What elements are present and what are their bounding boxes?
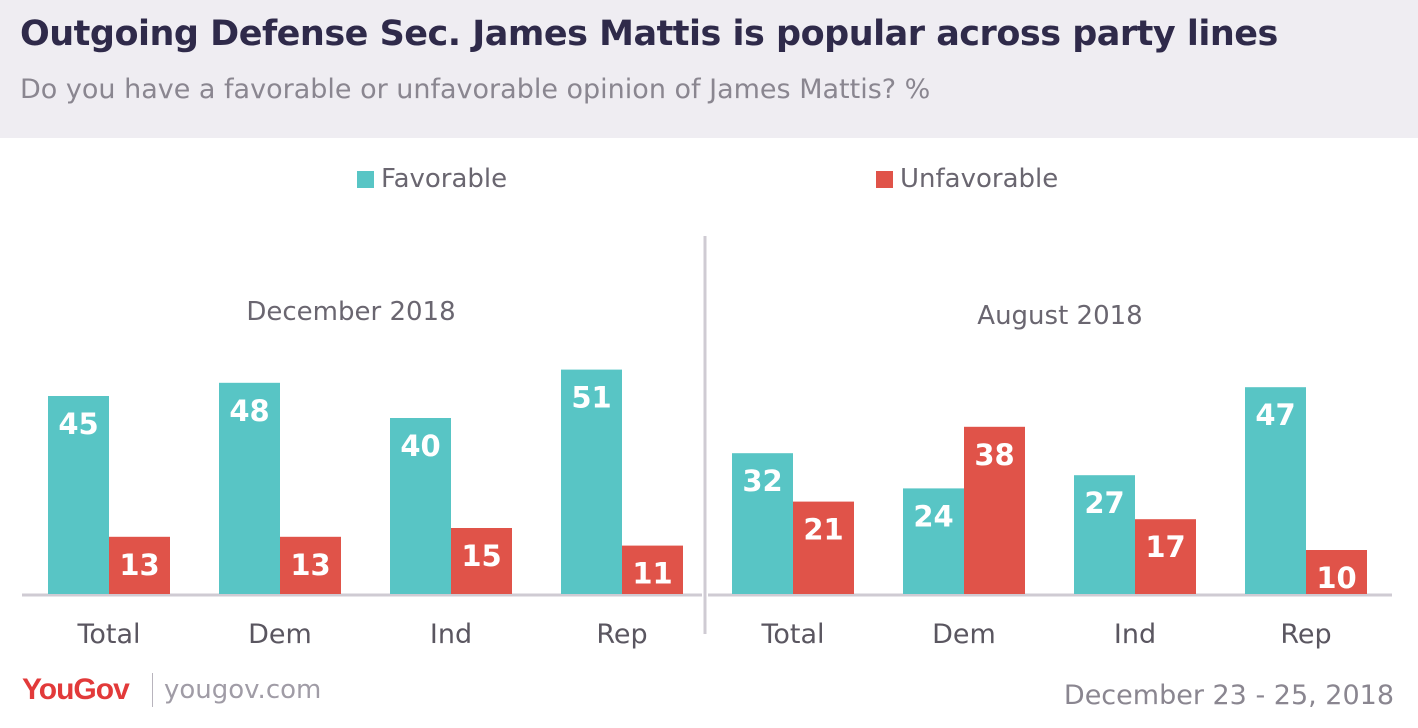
data-label: 47 <box>1255 398 1295 432</box>
bar-favorable <box>1245 387 1306 594</box>
data-label: 21 <box>803 513 843 547</box>
data-label: 11 <box>632 557 672 591</box>
data-label: 45 <box>58 407 98 441</box>
bar-favorable <box>732 453 793 594</box>
yougov-logo: YouGov <box>22 673 130 706</box>
chart-title: Outgoing Defense Sec. James Mattis is po… <box>20 14 1278 54</box>
data-label: 48 <box>229 394 269 428</box>
bar-favorable <box>1074 475 1135 594</box>
data-label: 10 <box>1316 561 1356 595</box>
data-label: 38 <box>974 438 1014 472</box>
survey-date: December 23 - 25, 2018 <box>1063 680 1394 711</box>
bar-unfavorable <box>109 536 170 594</box>
footer-site-link[interactable]: yougov.com <box>164 675 322 705</box>
x-tick-label: Rep <box>1280 619 1331 650</box>
x-tick-label: Ind <box>1114 619 1156 650</box>
bar-favorable <box>219 382 280 594</box>
legend-swatch-unfavorable <box>876 170 893 188</box>
data-label: 13 <box>290 548 330 582</box>
legend-label-favorable: Favorable <box>381 164 508 194</box>
chart-subtitle: Do you have a favorable or unfavorable o… <box>20 74 931 105</box>
bar-unfavorable <box>280 536 341 594</box>
x-tick-label: Total <box>760 619 824 650</box>
data-label: 13 <box>119 548 159 582</box>
bar-unfavorable <box>964 426 1025 594</box>
data-label: 32 <box>742 464 782 498</box>
x-tick-label: Dem <box>248 619 312 650</box>
data-label: 17 <box>1145 530 1185 564</box>
bar-favorable <box>48 396 109 594</box>
x-tick-label: Dem <box>932 619 996 650</box>
bar-favorable <box>390 418 451 594</box>
bar-unfavorable <box>1306 550 1367 594</box>
bar-unfavorable <box>451 528 512 594</box>
legend-favorable: Favorable <box>357 164 507 194</box>
data-label: 51 <box>571 381 611 415</box>
legend-label-unfavorable: Unfavorable <box>900 164 1059 194</box>
bar-unfavorable <box>1135 519 1196 594</box>
bar-favorable <box>561 369 622 594</box>
panel-title: December 2018 <box>246 297 455 327</box>
bar-unfavorable <box>622 545 683 594</box>
x-tick-label: Ind <box>430 619 472 650</box>
legend-unfavorable: Unfavorable <box>876 164 1058 194</box>
footer-divider <box>152 673 153 707</box>
legend-swatch-favorable <box>357 170 374 188</box>
bar-unfavorable <box>793 501 854 594</box>
x-tick-label: Total <box>76 619 140 650</box>
x-tick-label: Rep <box>596 619 647 650</box>
bar-favorable <box>903 488 964 594</box>
data-label: 24 <box>913 499 953 533</box>
data-label: 27 <box>1084 486 1124 520</box>
data-label: 15 <box>461 539 501 573</box>
chart-header: Outgoing Defense Sec. James Mattis is po… <box>0 0 1418 138</box>
data-label: 40 <box>400 429 440 463</box>
panel-title: August 2018 <box>977 301 1142 331</box>
